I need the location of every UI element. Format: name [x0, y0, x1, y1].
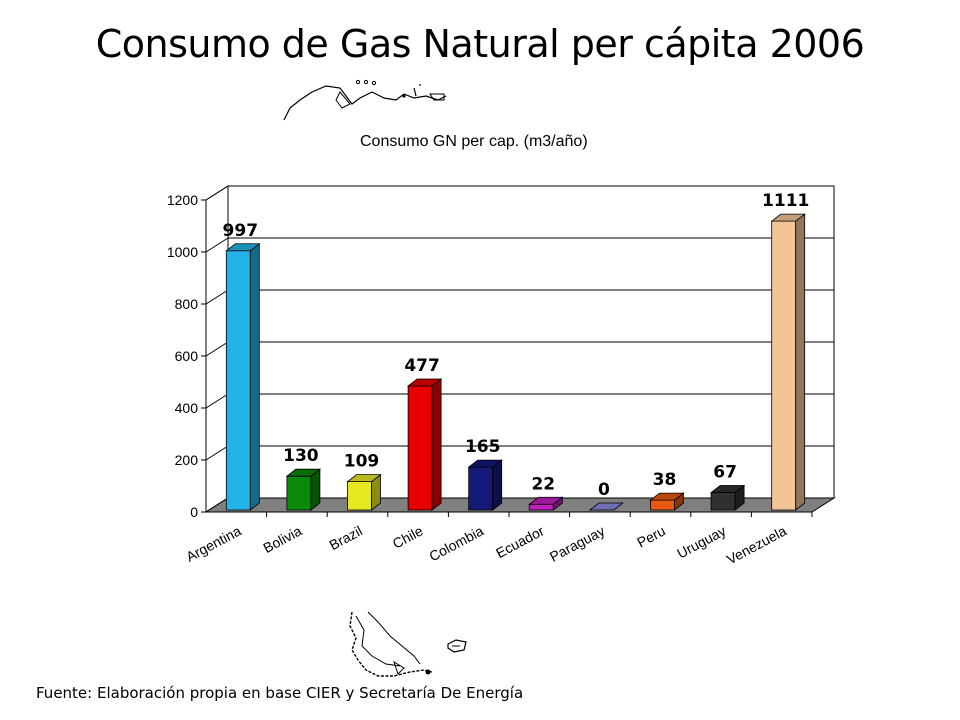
y-tick-label: 1000 — [167, 244, 198, 260]
page-title: Consumo de Gas Natural per cápita 2006 — [95, 22, 865, 66]
x-tick-label-paraguay: Paraguay — [547, 523, 607, 565]
bar-ecuador — [528, 496, 564, 511]
x-tick-label-chile: Chile — [390, 522, 426, 551]
data-label-argentina: 997 — [223, 221, 259, 241]
gridline-side — [205, 341, 229, 357]
bar-colombia — [467, 459, 503, 511]
data-label-colombia: 165 — [465, 437, 501, 457]
data-label-uruguay: 67 — [713, 463, 737, 483]
bar-brazil — [346, 473, 382, 511]
x-tick-label-bolivia: Bolivia — [260, 522, 304, 556]
y-tick-label: 1200 — [167, 192, 198, 208]
data-label-chile: 477 — [404, 356, 440, 376]
bar-argentina — [225, 242, 261, 511]
data-label-bolivia: 130 — [283, 446, 319, 466]
data-label-peru: 38 — [653, 470, 677, 490]
bar-paraguay — [588, 502, 625, 511]
data-label-brazil: 109 — [344, 452, 380, 472]
data-label-venezuela: 1111 — [762, 191, 809, 211]
x-tick-label-brazil: Brazil — [326, 523, 364, 554]
bar-bolivia — [285, 468, 322, 511]
bar-peru — [649, 492, 685, 511]
bar-chile — [406, 378, 443, 511]
y-tick-label: 600 — [175, 348, 199, 364]
y-tick-label: 400 — [175, 400, 199, 416]
x-tick-label-colombia: Colombia — [426, 522, 486, 564]
y-tick-label: 800 — [175, 296, 199, 312]
source-footer: Fuente: Elaboración propia en base CIER … — [36, 684, 524, 702]
gridline-side — [205, 445, 229, 461]
bar-uruguay — [709, 484, 746, 511]
x-tick-label-venezuela: Venezuela — [724, 522, 789, 567]
x-tick-label-ecuador: Ecuador — [493, 522, 547, 561]
gridline-side — [205, 289, 229, 305]
y-tick-label: 200 — [175, 452, 199, 468]
bar-venezuela — [770, 213, 806, 511]
gridline-side — [205, 393, 229, 409]
data-label-ecuador: 22 — [531, 474, 555, 494]
gridline-side — [205, 237, 229, 253]
chart-title: Consumo GN per cap. (m3/año) — [360, 133, 588, 150]
data-label-paraguay: 0 — [598, 480, 610, 500]
x-tick-label-uruguay: Uruguay — [674, 523, 728, 562]
x-tick-label-peru: Peru — [634, 523, 668, 551]
gridline-side — [205, 185, 229, 201]
y-tick-label: 0 — [190, 504, 198, 520]
x-tick-label-argentina: Argentina — [183, 522, 244, 564]
